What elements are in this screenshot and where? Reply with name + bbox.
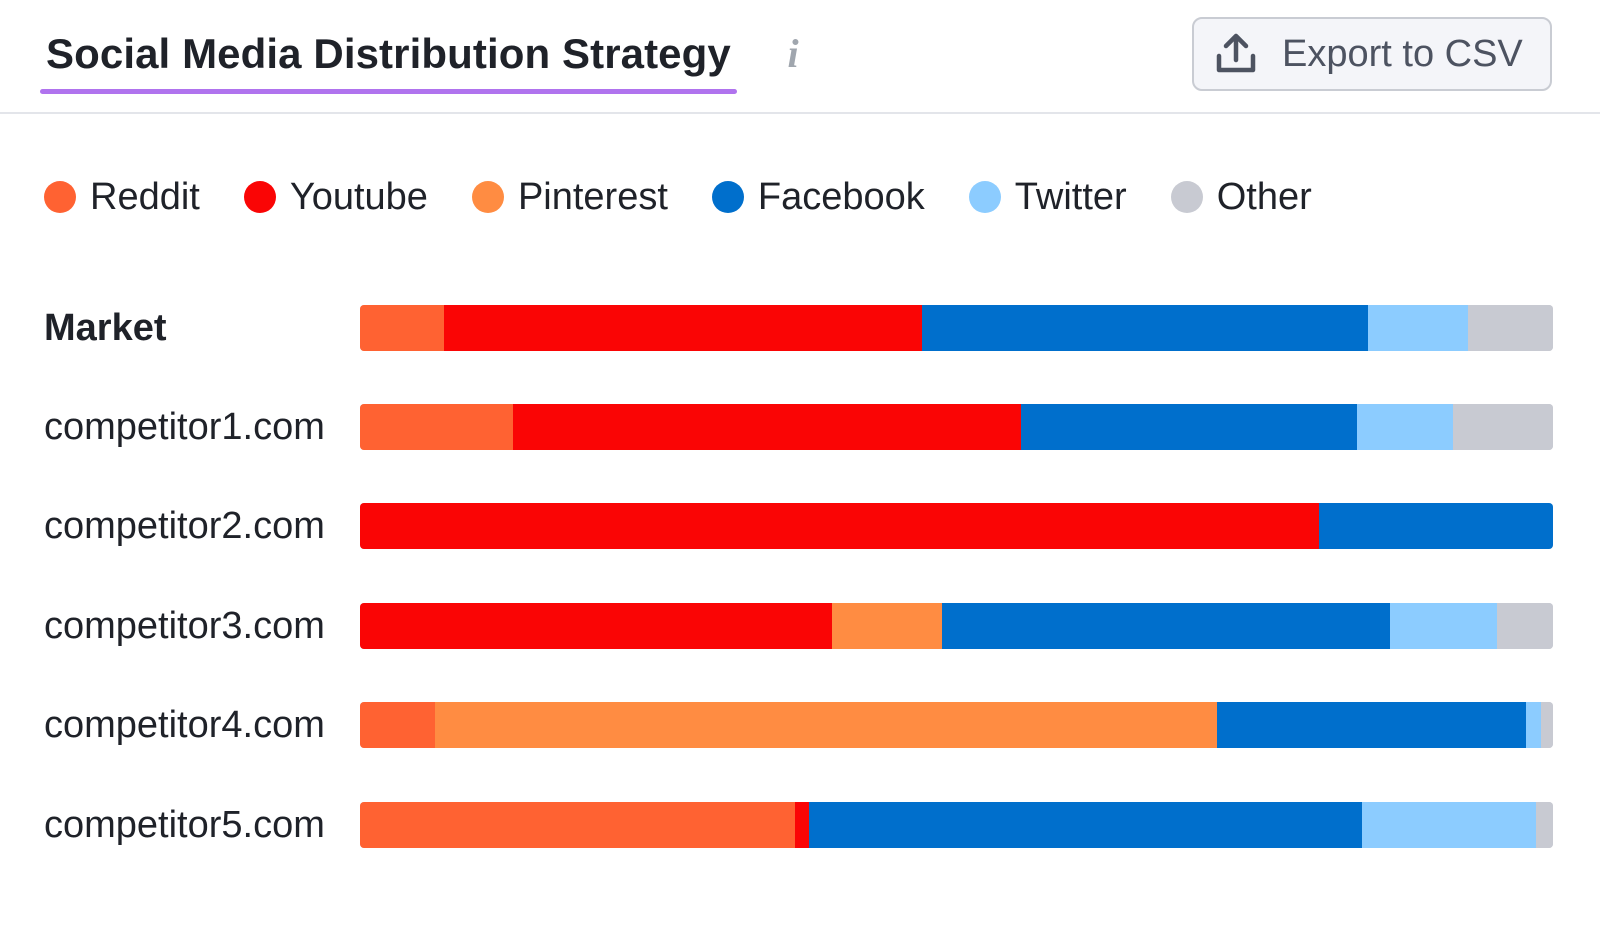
bar-segment-youtube[interactable] [795, 802, 809, 848]
bar-segment-other[interactable] [1468, 305, 1553, 351]
title-tab[interactable]: Social Media Distribution Strategy [40, 26, 737, 96]
bar-segment-twitter[interactable] [1389, 603, 1497, 649]
legend-label: Youtube [289, 175, 428, 218]
bar-segment-facebook[interactable] [942, 603, 1390, 649]
chart-legend: Reddit Youtube Pinterest Facebook Twitte… [44, 172, 1356, 222]
legend-label: Reddit [90, 175, 200, 218]
bar-segment-youtube[interactable] [360, 503, 1320, 549]
bar-segment-facebook[interactable] [808, 802, 1363, 848]
bar-segment-twitter[interactable] [1362, 802, 1537, 848]
bar-segment-facebook[interactable] [1319, 503, 1553, 549]
stacked-bar[interactable] [360, 503, 1553, 549]
legend-item-youtube[interactable]: Youtube [243, 175, 428, 219]
legend-dot-pinterest [471, 181, 504, 213]
legend-label: Pinterest [517, 175, 668, 218]
chart-row-competitor3: competitor3.com [0, 603, 1600, 649]
title-underline [40, 89, 737, 94]
bar-segment-other[interactable] [1452, 404, 1553, 450]
bar-segment-facebook[interactable] [921, 305, 1369, 351]
bar-segment-reddit[interactable] [360, 702, 436, 748]
widget-header: Social Media Distribution Strategy i Exp… [0, 0, 1600, 114]
bar-segment-other[interactable] [1541, 702, 1553, 748]
bar-segment-youtube[interactable] [443, 305, 922, 351]
legend-label: Other [1216, 175, 1312, 218]
legend-label: Twitter [1014, 175, 1127, 218]
bar-segment-reddit[interactable] [360, 802, 796, 848]
legend-dot-other [1170, 181, 1203, 213]
bar-segment-other[interactable] [1536, 802, 1553, 848]
stacked-bar[interactable] [360, 702, 1553, 748]
bar-segment-pinterest[interactable] [435, 702, 1217, 748]
legend-dot-youtube [243, 181, 276, 213]
legend-item-facebook[interactable]: Facebook [711, 175, 925, 219]
legend-dot-reddit [44, 181, 76, 213]
row-label: competitor1.com [44, 406, 325, 448]
chart-row-competitor4: competitor4.com [0, 702, 1600, 748]
page-title: Social Media Distribution Strategy [46, 30, 731, 77]
legend-item-twitter[interactable]: Twitter [968, 175, 1127, 219]
chart-row-market: Market [0, 305, 1600, 351]
row-label: competitor4.com [44, 704, 325, 746]
bar-segment-twitter[interactable] [1525, 702, 1542, 748]
bar-segment-twitter[interactable] [1357, 404, 1453, 450]
info-icon[interactable]: i [787, 31, 799, 76]
export-csv-button[interactable]: Export to CSV [1192, 17, 1552, 91]
upload-icon [1216, 33, 1256, 73]
legend-item-pinterest[interactable]: Pinterest [471, 175, 668, 219]
bar-segment-twitter[interactable] [1368, 305, 1469, 351]
stacked-bar[interactable] [360, 802, 1553, 848]
row-label: competitor3.com [44, 605, 325, 647]
legend-dot-facebook [711, 181, 744, 213]
bar-segment-youtube[interactable] [512, 404, 1021, 450]
legend-label: Facebook [757, 175, 925, 218]
chart-row-competitor2: competitor2.com [0, 503, 1600, 549]
chart-row-competitor5: competitor5.com [0, 802, 1600, 848]
row-label: competitor5.com [44, 804, 325, 846]
bar-segment-youtube[interactable] [360, 603, 833, 649]
chart-row-competitor1: competitor1.com [0, 404, 1600, 450]
bar-segment-other[interactable] [1496, 603, 1553, 649]
bar-segment-facebook[interactable] [1020, 404, 1358, 450]
export-csv-label: Export to CSV [1282, 32, 1523, 75]
stacked-bar[interactable] [360, 404, 1553, 450]
stacked-bar[interactable] [360, 603, 1553, 649]
bar-segment-reddit[interactable] [360, 404, 513, 450]
bar-segment-facebook[interactable] [1216, 702, 1526, 748]
bar-segment-reddit[interactable] [360, 305, 444, 351]
row-label: Market [44, 307, 167, 349]
stacked-bar[interactable] [360, 305, 1553, 351]
legend-item-reddit[interactable]: Reddit [44, 176, 200, 219]
row-label: competitor2.com [44, 505, 325, 547]
legend-dot-twitter [968, 181, 1001, 213]
bar-segment-pinterest[interactable] [832, 603, 943, 649]
legend-item-other[interactable]: Other [1170, 175, 1312, 219]
